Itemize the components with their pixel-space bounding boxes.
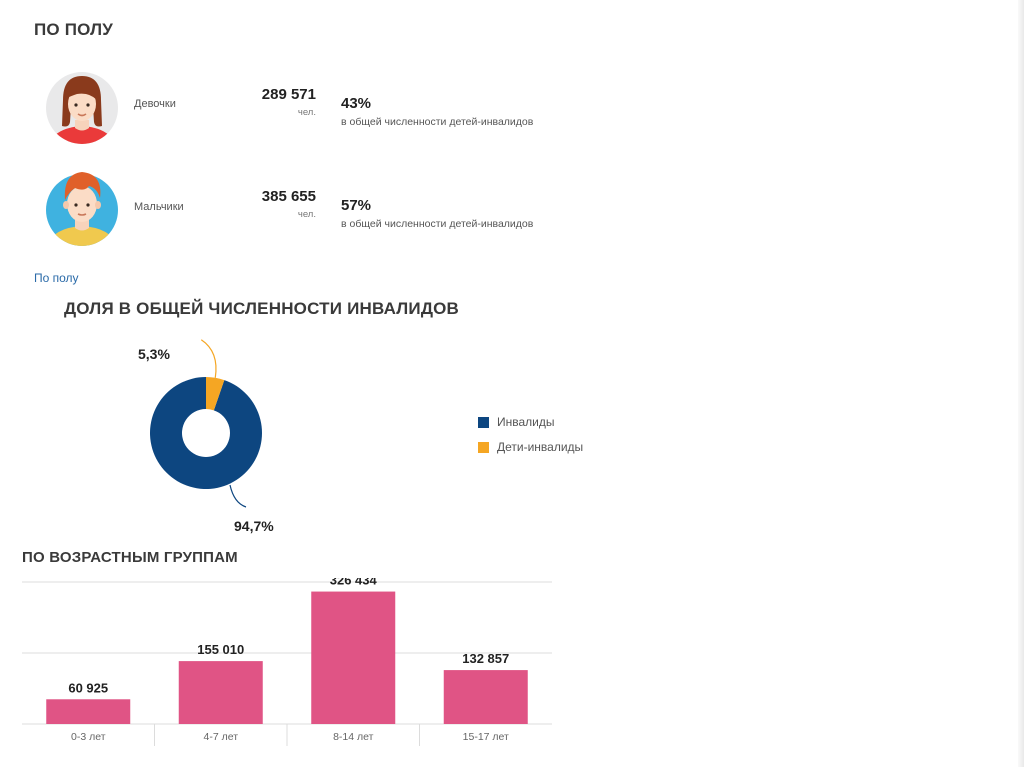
legend-label-invalids: Инвалиды xyxy=(497,415,555,429)
legend-item-children: Дети-инвалиды xyxy=(478,440,583,454)
donut-leader-line-0 xyxy=(229,484,247,508)
bar-data-label: 326 434 xyxy=(330,578,378,588)
share-section-title: ДОЛЯ В ОБЩЕЙ ЧИСЛЕННОСТИ ИНВАЛИДОВ xyxy=(64,299,460,318)
girls-count: 289 571 xyxy=(261,86,316,103)
bar-8-14 лет xyxy=(311,591,396,724)
boys-label: Мальчики xyxy=(134,201,184,213)
girls-percent: 43% xyxy=(341,95,372,112)
girls-label: Девочки xyxy=(134,98,176,110)
girl-avatar-icon xyxy=(46,72,118,144)
legend-swatch-invalids xyxy=(478,416,489,428)
boys-percent-desc: в общей численности детей-инвалидов xyxy=(341,218,534,230)
bar-0-3 лет xyxy=(46,699,131,724)
x-tick-label: 0-3 лет xyxy=(71,731,106,743)
age-section-title: ПО ВОЗРАСТНЫМ ГРУППАМ xyxy=(22,549,238,566)
donut-leader-line-1 xyxy=(200,339,217,378)
slide-edge-shadow xyxy=(1018,0,1024,767)
donut-data-label-1: 5,3% xyxy=(138,346,170,362)
donut-data-label-0: 94,7% xyxy=(234,518,274,534)
donut-slice-0 xyxy=(150,377,262,489)
gender-section-title: ПО ПОЛУ xyxy=(34,20,114,39)
x-tick-label: 4-7 лет xyxy=(203,731,238,743)
x-tick-label: 8-14 лет xyxy=(333,731,374,743)
bar-4-7 лет xyxy=(178,661,263,724)
boys-count: 385 655 xyxy=(261,188,316,205)
by-gender-link[interactable]: По полу xyxy=(34,271,79,285)
bar-data-label: 60 925 xyxy=(68,680,108,695)
boy-avatar-icon xyxy=(46,172,118,246)
boys-percent: 57% xyxy=(341,197,372,214)
bar-data-label: 132 857 xyxy=(462,651,509,666)
donut-slice-1 xyxy=(206,377,225,411)
age-bar-chart: 60 925 0-3 лет 155 010 4-7 лет 326 434 8-14 л… xyxy=(22,578,552,746)
x-tick-label: 15-17 лет xyxy=(463,731,509,743)
girls-unit: чел. xyxy=(297,107,316,118)
donut-chart: 5,3% 94,7% xyxy=(138,339,274,534)
boys-unit: чел. xyxy=(297,209,316,220)
legend-swatch-children xyxy=(478,441,489,453)
legend-label-children: Дети-инвалиды xyxy=(497,440,584,454)
legend-item-invalids: Инвалиды xyxy=(478,415,555,429)
girls-percent-desc: в общей численности детей-инвалидов xyxy=(341,116,534,128)
bar-15-17 лет xyxy=(443,670,528,724)
bar-data-label: 155 010 xyxy=(197,642,244,657)
